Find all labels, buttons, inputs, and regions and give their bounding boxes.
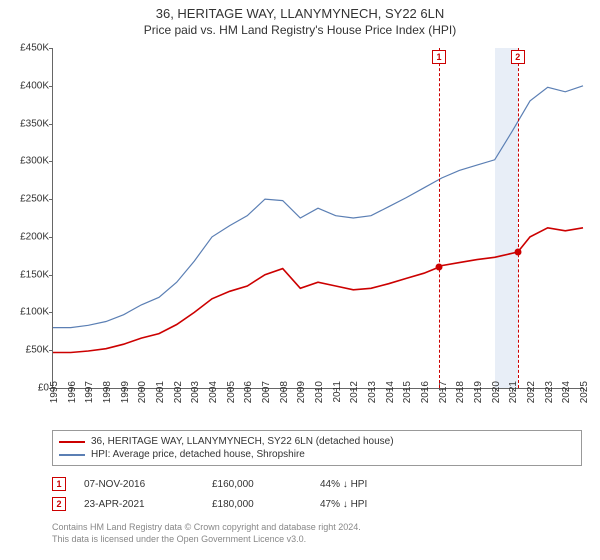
xtick-label: 1999 bbox=[120, 381, 131, 403]
sale-price-2: £180,000 bbox=[212, 499, 302, 510]
chart-svg bbox=[53, 48, 583, 388]
legend-label-property: 36, HERITAGE WAY, LLANYMYNECH, SY22 6LN … bbox=[91, 436, 394, 447]
ytick-mark bbox=[49, 312, 53, 313]
sale-marker-2: 2 bbox=[52, 497, 66, 511]
sale-point bbox=[436, 264, 443, 271]
ytick-label: £150K bbox=[5, 269, 49, 280]
xtick-label: 2009 bbox=[296, 381, 307, 403]
xtick-label: 2004 bbox=[208, 381, 219, 403]
xtick-label: 2015 bbox=[402, 381, 413, 403]
ytick-label: £50K bbox=[5, 345, 49, 356]
ytick-mark bbox=[49, 275, 53, 276]
xtick-label: 2003 bbox=[190, 381, 201, 403]
ytick-label: £400K bbox=[5, 80, 49, 91]
ytick-mark bbox=[49, 161, 53, 162]
sale-date-1: 07-NOV-2016 bbox=[84, 479, 194, 490]
sale-row-2: 2 23-APR-2021 £180,000 47% ↓ HPI bbox=[52, 494, 582, 514]
legend-label-hpi: HPI: Average price, detached house, Shro… bbox=[91, 449, 305, 460]
event-marker: 2 bbox=[511, 50, 525, 64]
legend-swatch-hpi bbox=[59, 454, 85, 456]
xtick-label: 2016 bbox=[420, 381, 431, 403]
xtick-label: 2022 bbox=[526, 381, 537, 403]
xtick-label: 1997 bbox=[84, 381, 95, 403]
xtick-label: 1998 bbox=[102, 381, 113, 403]
ytick-mark bbox=[49, 124, 53, 125]
ytick-label: £200K bbox=[5, 231, 49, 242]
ytick-label: £450K bbox=[5, 43, 49, 54]
xtick-label: 2013 bbox=[367, 381, 378, 403]
xtick-label: 2008 bbox=[279, 381, 290, 403]
footer-line1: Contains HM Land Registry data © Crown c… bbox=[52, 522, 582, 534]
ytick-mark bbox=[49, 350, 53, 351]
legend-box: 36, HERITAGE WAY, LLANYMYNECH, SY22 6LN … bbox=[52, 430, 582, 466]
ytick-label: £300K bbox=[5, 156, 49, 167]
sale-marker-1: 1 bbox=[52, 477, 66, 491]
legend-item-hpi: HPI: Average price, detached house, Shro… bbox=[59, 448, 575, 461]
xtick-label: 1996 bbox=[67, 381, 78, 403]
title-block: 36, HERITAGE WAY, LLANYMYNECH, SY22 6LN … bbox=[0, 0, 600, 37]
event-line bbox=[439, 48, 440, 388]
title-line2: Price paid vs. HM Land Registry's House … bbox=[0, 23, 600, 37]
ytick-label: £100K bbox=[5, 307, 49, 318]
xtick-label: 2010 bbox=[314, 381, 325, 403]
sale-price-1: £160,000 bbox=[212, 479, 302, 490]
ytick-mark bbox=[49, 48, 53, 49]
xtick-label: 2014 bbox=[385, 381, 396, 403]
legend-item-property: 36, HERITAGE WAY, LLANYMYNECH, SY22 6LN … bbox=[59, 435, 575, 448]
event-line bbox=[518, 48, 519, 388]
xtick-label: 2024 bbox=[561, 381, 572, 403]
ytick-mark bbox=[49, 86, 53, 87]
xtick-label: 2020 bbox=[491, 381, 502, 403]
sale-pct-1: 44% ↓ HPI bbox=[320, 479, 420, 490]
ytick-mark bbox=[49, 199, 53, 200]
event-marker: 1 bbox=[432, 50, 446, 64]
xtick-label: 2007 bbox=[261, 381, 272, 403]
ytick-label: £250K bbox=[5, 194, 49, 205]
ytick-mark bbox=[49, 237, 53, 238]
legend-swatch-property bbox=[59, 441, 85, 443]
xtick-label: 2006 bbox=[243, 381, 254, 403]
xtick-label: 2023 bbox=[544, 381, 555, 403]
footer: Contains HM Land Registry data © Crown c… bbox=[52, 522, 582, 545]
xtick-label: 2001 bbox=[155, 381, 166, 403]
xtick-label: 1995 bbox=[49, 381, 60, 403]
title-line1: 36, HERITAGE WAY, LLANYMYNECH, SY22 6LN bbox=[0, 6, 600, 21]
xtick-label: 2019 bbox=[473, 381, 484, 403]
xtick-label: 2025 bbox=[579, 381, 590, 403]
sale-pct-2: 47% ↓ HPI bbox=[320, 499, 420, 510]
price-chart: £0£50K£100K£150K£200K£250K£300K£350K£400… bbox=[52, 48, 583, 389]
series-property bbox=[53, 228, 583, 353]
ytick-label: £350K bbox=[5, 118, 49, 129]
xtick-label: 2000 bbox=[137, 381, 148, 403]
sales-table: 1 07-NOV-2016 £160,000 44% ↓ HPI 2 23-AP… bbox=[52, 474, 582, 514]
xtick-label: 2011 bbox=[332, 381, 343, 403]
xtick-label: 2012 bbox=[349, 381, 360, 403]
footer-line2: This data is licensed under the Open Gov… bbox=[52, 534, 582, 546]
xtick-label: 2005 bbox=[226, 381, 237, 403]
series-hpi bbox=[53, 86, 583, 328]
xtick-label: 2018 bbox=[455, 381, 466, 403]
sale-row-1: 1 07-NOV-2016 £160,000 44% ↓ HPI bbox=[52, 474, 582, 494]
sale-date-2: 23-APR-2021 bbox=[84, 499, 194, 510]
xtick-label: 2002 bbox=[173, 381, 184, 403]
ytick-label: £0 bbox=[5, 383, 49, 394]
sale-point bbox=[514, 249, 521, 256]
